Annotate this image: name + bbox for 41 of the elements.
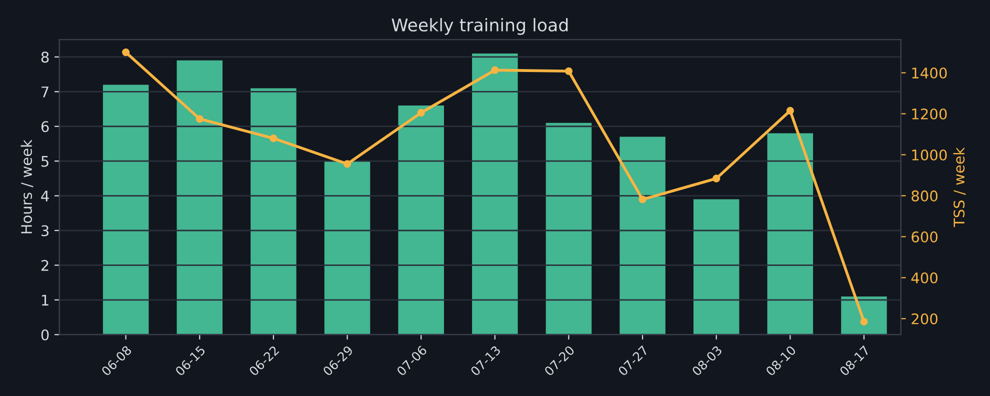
point — [270, 134, 278, 142]
bar — [398, 106, 444, 335]
point — [343, 160, 352, 168]
point — [564, 67, 573, 75]
y2-tick-label: 1200 — [912, 108, 947, 120]
bar — [102, 84, 149, 335]
chart-title: Weekly training load — [392, 18, 568, 35]
bar — [693, 199, 740, 335]
bar — [324, 161, 370, 335]
bar — [176, 60, 223, 335]
y-axis-title: Hours / week — [20, 140, 34, 234]
point — [638, 196, 646, 204]
y2-tick-label: 800 — [912, 190, 938, 202]
bar — [767, 133, 814, 335]
y-tick-label: 5 — [42, 156, 48, 167]
y-tick-label: 6 — [41, 121, 49, 132]
bar — [546, 122, 592, 335]
point — [196, 115, 204, 123]
point — [712, 174, 720, 182]
y-tick-label: 0 — [41, 329, 49, 340]
y-tick-label: 1 — [42, 294, 48, 306]
y-tick-label: 7 — [42, 86, 48, 98]
y2-tick-label: 1400 — [912, 68, 947, 79]
y2-tick-label: 1000 — [912, 149, 947, 160]
y-tick-label: 8 — [41, 52, 49, 63]
point — [491, 66, 499, 74]
bar — [620, 136, 666, 335]
y2-tick-label: 200 — [912, 313, 938, 324]
y2-tick-label: 600 — [912, 231, 938, 242]
point — [417, 108, 425, 117]
y-tick-label: 2 — [41, 260, 48, 271]
point — [860, 318, 868, 326]
bar — [472, 53, 518, 335]
y2-tick-label: 400 — [911, 272, 938, 284]
point — [122, 48, 130, 56]
point — [786, 106, 794, 115]
bar — [250, 88, 296, 335]
y2-axis-title: TSS / week — [953, 147, 966, 228]
y-tick-label: 3 — [42, 225, 49, 236]
bar — [841, 296, 887, 335]
y-tick-label: 4 — [41, 190, 49, 202]
